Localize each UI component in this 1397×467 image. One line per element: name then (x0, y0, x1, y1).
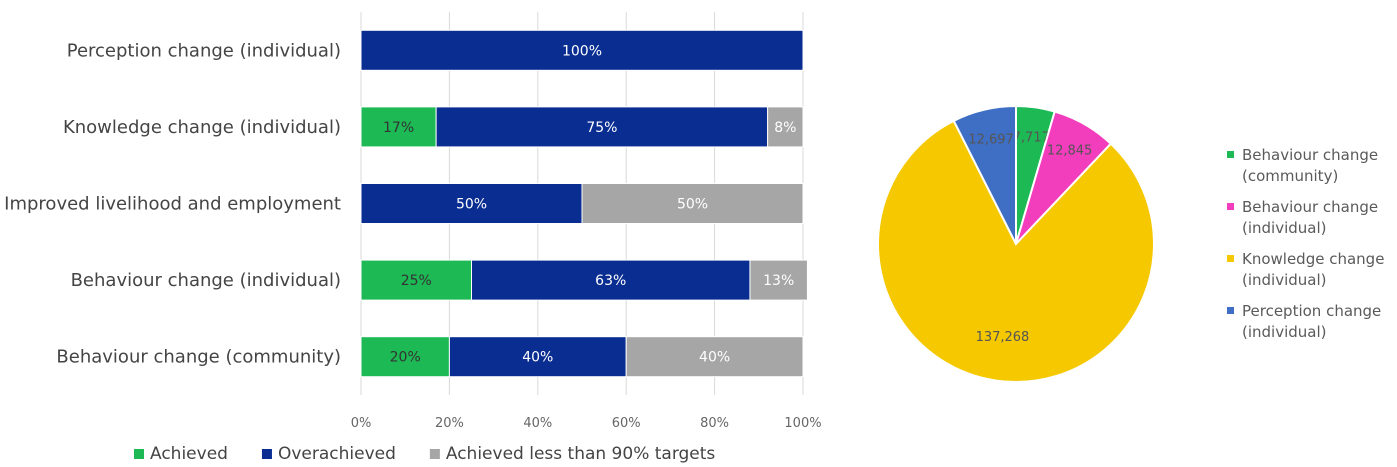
bar-data-label: 63% (595, 273, 626, 289)
x-tick-label: 20% (435, 416, 464, 431)
bar-segment (749, 259, 808, 301)
x-tick-label: 80% (700, 416, 729, 431)
pie-slice (952, 104, 1017, 245)
bar-segment (360, 336, 450, 378)
bar-data-label: 20% (390, 350, 421, 366)
category-label: Knowledge change (individual) (63, 117, 341, 138)
pie-data-label: 7,717 (1013, 130, 1050, 145)
bar-data-label: 50% (456, 197, 487, 213)
x-tick-label: 60% (612, 416, 641, 431)
bar-segment (360, 259, 472, 301)
legend-item: Behaviour change (individual) (1227, 198, 1378, 237)
legend-item: Achieved (134, 444, 228, 464)
bar-data-label: 100% (562, 43, 602, 59)
legend-label: Perception change (1242, 302, 1381, 320)
category-label: Perception change (individual) (67, 40, 341, 61)
bar-data-label: 75% (586, 120, 617, 136)
bar-segment (360, 183, 583, 224)
pie-data-label: 12,697 (968, 132, 1014, 147)
bar-data-label: 17% (383, 120, 414, 136)
x-tick-label: 40% (523, 416, 552, 431)
pie-legend: Behaviour change(community)Behaviour cha… (1227, 146, 1384, 341)
legend-label: (individual) (1242, 271, 1327, 289)
legend-item: Perception change (individual) (1227, 302, 1381, 341)
legend-swatch (1227, 255, 1234, 262)
pie-slice (877, 119, 1155, 383)
bar-segment (581, 183, 804, 224)
bar-data-label: 50% (677, 197, 708, 213)
legend-label: Behaviour change (1242, 146, 1378, 164)
legend-label: Achieved less than 90% targets (446, 444, 716, 464)
legend-swatch (429, 449, 440, 459)
category-label: Behaviour change (individual) (71, 270, 341, 291)
bar-data-label: 40% (522, 350, 553, 366)
category-label: Behaviour change (community) (56, 347, 341, 368)
x-tick-label: 100% (784, 416, 821, 431)
legend-label: (community) (1242, 167, 1338, 185)
legend-label: Behaviour change (1242, 198, 1378, 216)
legend-swatch (261, 449, 272, 459)
legend-item: Behaviour change (community) (1227, 146, 1378, 185)
legend-label: (individual) (1242, 323, 1327, 341)
legend-swatch (1227, 307, 1234, 314)
pie-data-label: 12,845 (1047, 144, 1093, 159)
legend-item: Knowledge change (individual) (1227, 250, 1384, 289)
bar-segment (448, 336, 627, 378)
bar-data-label: 13% (763, 273, 794, 289)
legend-label: Achieved (150, 444, 228, 464)
bar-segment (625, 336, 804, 378)
legend-item: Achieved less than 90% targets (429, 444, 716, 464)
bar-segment (360, 29, 804, 71)
pie-data-label: 137,268 (976, 330, 1030, 345)
bar-segment (767, 106, 804, 148)
legend-item: Overachieved (261, 444, 396, 464)
legend-swatch (134, 449, 144, 459)
legend-swatch (1227, 151, 1234, 158)
stacked-bar-chart: Perception change (individual) 100% Knowle… (4, 12, 822, 464)
legend-label: Knowledge change (1242, 250, 1384, 268)
bar-data-label: 8% (774, 120, 796, 136)
bar-legend: Achieved Overachieved Achieved less than 9… (134, 444, 715, 464)
bar-data-label: 25% (401, 273, 432, 289)
bar-segment (471, 259, 751, 301)
legend-label: (individual) (1242, 219, 1327, 237)
legend-swatch (1227, 203, 1234, 210)
legend-label: Overachieved (278, 444, 396, 464)
category-label: Improved livelihood and employment (4, 194, 341, 215)
bar-data-label: 40% (699, 350, 730, 366)
x-tick-label: 0% (351, 416, 372, 431)
